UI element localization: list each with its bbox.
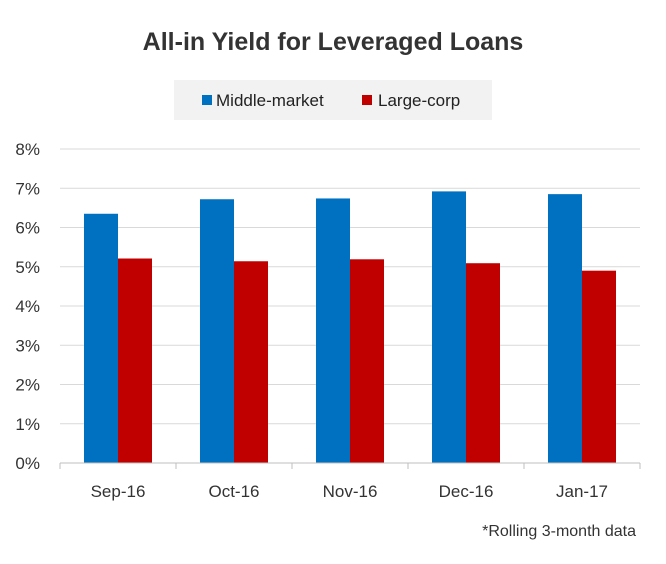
footnote: *Rolling 3-month data bbox=[482, 523, 636, 540]
x-axis-ticks: Sep-16 Oct-16 Nov-16 Dec-16 Jan-17 bbox=[91, 482, 608, 501]
y-tick-label: 7% bbox=[15, 179, 40, 198]
x-tick-label: Jan-17 bbox=[556, 482, 608, 501]
legend-background bbox=[174, 80, 492, 120]
chart-title: All-in Yield for Leveraged Loans bbox=[143, 28, 524, 56]
y-tick-label: 1% bbox=[15, 415, 40, 434]
bars bbox=[84, 191, 616, 464]
legend-swatch-middle-market bbox=[202, 95, 212, 105]
y-tick-label: 2% bbox=[15, 376, 40, 395]
bar-large-corp-oct-16 bbox=[234, 261, 268, 463]
y-tick-label: 3% bbox=[15, 336, 40, 355]
bar-middle-market-nov-16 bbox=[316, 198, 350, 463]
legend-label-large-corp: Large-corp bbox=[378, 91, 460, 110]
legend-swatch-large-corp bbox=[362, 95, 372, 105]
bar-middle-market-dec-16 bbox=[432, 191, 466, 463]
x-tick-label: Oct-16 bbox=[208, 482, 259, 501]
bar-middle-market-jan-17 bbox=[548, 194, 582, 463]
y-tick-label: 6% bbox=[15, 219, 40, 238]
legend: Middle-market Large-corp bbox=[174, 80, 492, 120]
y-tick-label: 4% bbox=[15, 297, 40, 316]
legend-label-middle-market: Middle-market bbox=[216, 91, 324, 110]
x-tick-label: Nov-16 bbox=[323, 482, 378, 501]
bar-large-corp-dec-16 bbox=[466, 263, 500, 463]
bar-middle-market-oct-16 bbox=[200, 199, 234, 464]
bar-large-corp-sep-16 bbox=[118, 258, 152, 463]
bar-large-corp-jan-17 bbox=[582, 270, 616, 463]
bar-middle-market-sep-16 bbox=[84, 213, 118, 463]
y-tick-label: 8% bbox=[15, 140, 40, 159]
bar-large-corp-nov-16 bbox=[350, 259, 384, 463]
y-tick-label: 5% bbox=[15, 258, 40, 277]
y-axis-ticks: 0% 1% 2% 3% 4% 5% 6% 7% 8% bbox=[15, 140, 40, 473]
y-tick-label: 0% bbox=[15, 454, 40, 473]
x-tick-label: Sep-16 bbox=[91, 482, 146, 501]
x-axis bbox=[59, 462, 641, 469]
x-tick-label: Dec-16 bbox=[439, 482, 494, 501]
